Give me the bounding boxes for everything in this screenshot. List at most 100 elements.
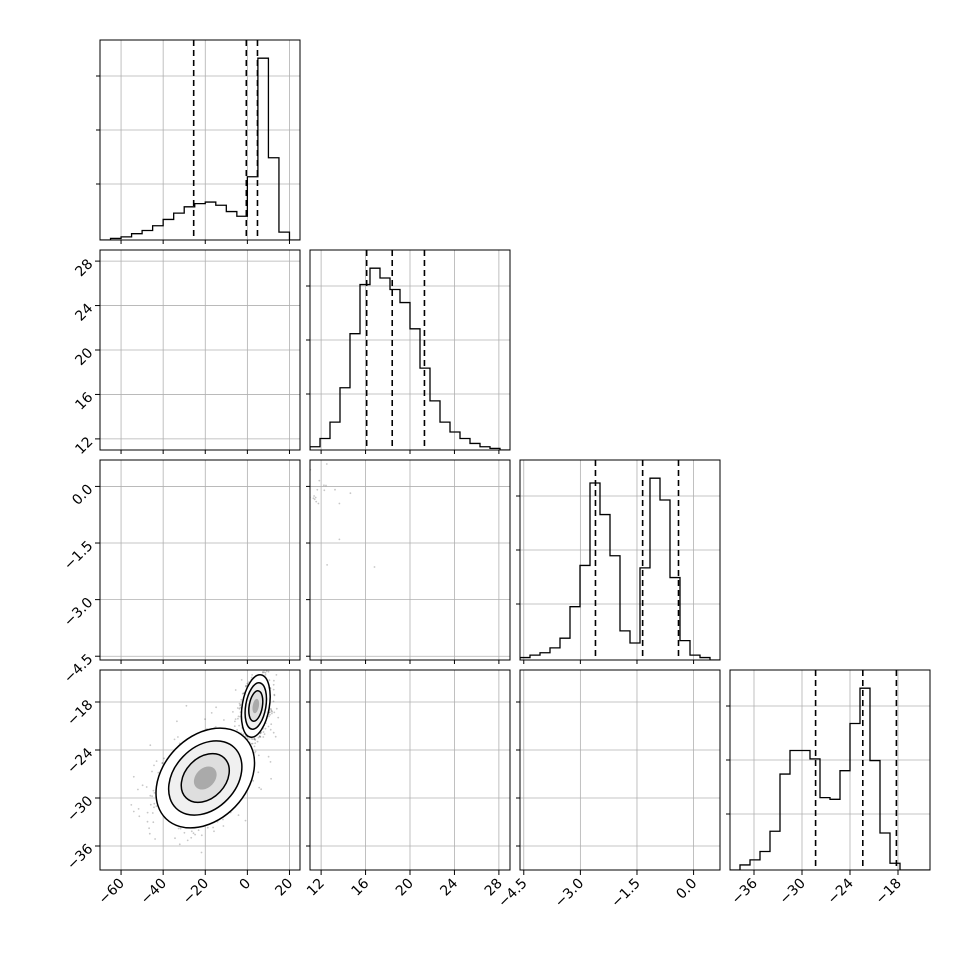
scatter-point [281,571,283,573]
scatter-point [272,571,274,573]
scatter-point [78,579,80,581]
scatter-point [297,571,299,573]
scatter-point [181,508,183,510]
scatter-point [286,482,288,484]
scatter-point [184,571,186,573]
scatter-point [158,571,160,573]
scatter-point [303,571,305,573]
scatter-point [138,571,140,573]
scatter-point [304,505,306,507]
scatter-point [11,575,13,577]
scatter-point [297,571,299,573]
scatter-point [265,571,267,573]
scatter-point [255,502,257,504]
scatter-point [208,571,210,573]
scatter-point [235,499,237,501]
scatter-point [157,571,159,573]
scatter-point [274,505,276,507]
scatter-point [152,501,154,503]
scatter-point [183,571,185,573]
scatter-point [79,570,81,572]
scatter-point [181,503,183,505]
scatter-point [277,17,279,19]
scatter-point [218,571,220,573]
scatter-point [304,476,306,478]
scatter-point [260,498,262,500]
scatter-point [254,571,256,573]
scatter-point [292,571,294,573]
scatter-point [224,512,226,514]
scatter-point [218,571,220,573]
scatter-point [263,665,265,667]
scatter-point [294,571,296,573]
scatter-point [178,571,180,573]
scatter-point [155,522,157,524]
scatter-point [228,571,230,573]
scatter-point [39,584,41,586]
scatter-point [228,499,230,501]
scatter-point [301,571,303,573]
scatter-point [5,581,7,583]
scatter-point [0,580,1,582]
scatter-point [183,571,185,573]
scatter-point [294,478,296,480]
scatter-point [189,511,191,513]
scatter-point [270,571,272,573]
scatter-point [287,571,289,573]
scatter-point [109,582,111,584]
scatter-point [276,571,278,573]
scatter-point [214,479,216,481]
scatter-point [175,571,177,573]
scatter-point [222,492,224,494]
scatter-point [265,571,267,573]
scatter-point [269,571,271,573]
scatter-point [282,571,284,573]
scatter-point [301,571,303,573]
scatter-point [225,487,227,489]
scatter-point [199,501,201,503]
scatter-point [222,492,224,494]
scatter-point [33,569,35,571]
scatter-point [257,504,259,506]
scatter-point [212,827,214,829]
scatter-point [192,526,194,528]
scatter-point [190,571,192,573]
scatter-point [177,571,179,573]
scatter-point [200,509,202,511]
scatter-point [217,507,219,509]
scatter-point [97,577,99,579]
scatter-point [304,571,306,573]
scatter-point [35,569,37,571]
scatter-point [222,571,224,573]
scatter-point [213,503,215,505]
scatter-point [282,571,284,573]
scatter-point [274,481,276,483]
scatter-point [192,571,194,573]
scatter-point [208,510,210,512]
scatter-point [5,568,7,570]
scatter-point [234,490,236,492]
scatter-point [196,499,198,501]
scatter-point [127,568,129,570]
scatter-point [104,570,106,572]
scatter-point [208,490,210,492]
scatter-point [41,572,43,574]
scatter-point [258,571,260,573]
scatter-point [265,517,267,519]
scatter-point [281,571,283,573]
scatter-point [260,499,262,501]
scatter-point [6,579,8,581]
scatter-point [303,571,305,573]
scatter-point [252,571,254,573]
scatter-point [192,571,194,573]
scatter-point [193,499,195,501]
scatter-point [293,571,295,573]
scatter-point [242,571,244,573]
scatter-point [305,571,307,573]
scatter-point [283,571,285,573]
scatter-point [316,571,318,573]
scatter-point [60,583,62,585]
scatter-point [249,503,251,505]
scatter-point [266,571,268,573]
scatter-point [270,571,272,573]
